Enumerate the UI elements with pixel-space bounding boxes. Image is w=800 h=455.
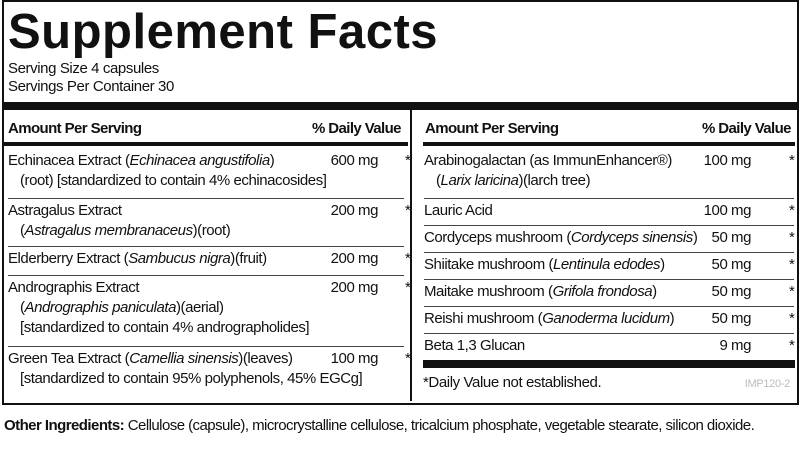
- footnote: *Daily Value not established.: [423, 374, 602, 391]
- row-divider: [8, 275, 404, 276]
- row-divider: [424, 333, 794, 334]
- ingredient-amount: 200 mg: [330, 202, 379, 219]
- ingredient-row: Lauric Acid 100 mg *: [424, 201, 795, 221]
- daily-value: *: [789, 202, 795, 219]
- daily-value: *: [405, 250, 411, 267]
- ingredient-detail: (root) [standardized to contain 4% echin…: [20, 172, 327, 189]
- daily-value: *: [405, 152, 411, 169]
- ingredient-row: Echinacea Extract (Echinacea angustifoli…: [8, 151, 411, 191]
- ingredient-name: Maitake mushroom (Grifola frondosa): [424, 283, 657, 300]
- ingredient-name: Reishi mushroom (Ganoderma lucidum): [424, 310, 675, 327]
- row-divider: [8, 246, 404, 247]
- ingredient-detail: [standardized to contain 4% andrographol…: [20, 319, 310, 336]
- row-divider: [424, 306, 794, 307]
- row-divider: [424, 279, 794, 280]
- other-ingredients-text: Cellulose (capsule), microcrystalline ce…: [124, 417, 755, 434]
- daily-value: *: [789, 229, 795, 246]
- ingredient-name: Arabinogalactan (as ImmunEnhancer®): [424, 152, 672, 169]
- daily-value: *: [405, 279, 411, 296]
- row-divider: [424, 252, 794, 253]
- thick-divider: [4, 102, 797, 110]
- ingredient-row: Maitake mushroom (Grifola frondosa) 50 mg…: [424, 282, 795, 302]
- daily-value: *: [789, 283, 795, 300]
- panel-title: Supplement Facts: [8, 5, 439, 59]
- ingredient-row: Shiitake mushroom (Lentinula edodes) 50 m…: [424, 255, 795, 275]
- daily-value: *: [789, 310, 795, 327]
- daily-value: *: [789, 337, 795, 354]
- serving-size: Serving Size 4 capsules: [8, 60, 159, 77]
- ingredient-name: Lauric Acid: [424, 202, 493, 219]
- ingredient-amount: 50 mg: [711, 310, 752, 327]
- column-divider: [410, 110, 412, 401]
- ingredient-amount: 200 mg: [330, 279, 379, 296]
- ingredient-name: Andrographis Extract: [8, 279, 140, 296]
- ingredient-detail: [standardized to contain 95% polyphenols…: [20, 370, 363, 387]
- ingredient-row: Elderberry Extract (Sambucus nigra)(frui…: [8, 249, 411, 269]
- header-divider-left: [4, 142, 408, 146]
- ingredient-row: Beta 1,3 Glucan 9 mg *: [424, 336, 795, 356]
- ingredient-amount: 100 mg: [703, 202, 752, 219]
- row-divider: [424, 225, 794, 226]
- ingredient-row: Astragalus Extract (Astragalus membranace…: [8, 201, 411, 241]
- ingredient-row: Cordyceps mushroom (Cordyceps sinensis) 5…: [424, 228, 795, 248]
- row-divider: [8, 346, 404, 347]
- ingredient-name: Shiitake mushroom (Lentinula edodes): [424, 256, 665, 273]
- row-divider: [8, 198, 404, 199]
- row-divider: [424, 198, 794, 199]
- right-header-amount: Amount Per Serving: [425, 120, 559, 137]
- ingredient-amount: 50 mg: [711, 283, 752, 300]
- header-divider-right: [423, 142, 795, 146]
- ingredient-detail: (Larix laricina)(larch tree): [436, 172, 591, 189]
- left-header-dv: % Daily Value: [312, 120, 402, 137]
- ingredient-amount: 600 mg: [330, 152, 379, 169]
- daily-value: *: [789, 152, 795, 169]
- daily-value: *: [405, 202, 411, 219]
- ingredient-amount: 200 mg: [330, 250, 379, 267]
- product-code: IMP120-2: [744, 378, 791, 390]
- ingredient-name: Beta 1,3 Glucan: [424, 337, 525, 354]
- ingredient-detail: (Astragalus membranaceus)(root): [20, 222, 231, 239]
- ingredient-detail: (Andrographis paniculata)(aerial): [20, 299, 224, 316]
- ingredient-name: Echinacea Extract (Echinacea angustifoli…: [8, 152, 275, 169]
- ingredient-amount: 100 mg: [330, 350, 379, 367]
- ingredient-row: Andrographis Extract (Andrographis panicu…: [8, 278, 411, 338]
- daily-value: *: [789, 256, 795, 273]
- daily-value: *: [405, 350, 411, 367]
- ingredient-name: Elderberry Extract (Sambucus nigra)(frui…: [8, 250, 267, 267]
- ingredient-amount: 100 mg: [703, 152, 752, 169]
- ingredient-name: Astragalus Extract: [8, 202, 122, 219]
- ingredient-row: Arabinogalactan (as ImmunEnhancer®) (Lari…: [424, 151, 795, 191]
- right-header-dv: % Daily Value: [702, 120, 792, 137]
- other-ingredients: Other Ingredients: Cellulose (capsule), …: [4, 417, 755, 434]
- footnote-divider: [423, 360, 795, 368]
- other-ingredients-label: Other Ingredients:: [4, 417, 125, 434]
- ingredient-amount: 50 mg: [711, 256, 752, 273]
- ingredient-row: Reishi mushroom (Ganoderma lucidum) 50 mg…: [424, 309, 795, 329]
- ingredient-name: Cordyceps mushroom (Cordyceps sinensis): [424, 229, 698, 246]
- ingredient-row: Green Tea Extract (Camellia sinensis)(le…: [8, 349, 411, 389]
- servings-per-container: Servings Per Container 30: [8, 78, 174, 95]
- ingredient-name: Green Tea Extract (Camellia sinensis)(le…: [8, 350, 293, 367]
- ingredient-amount: 9 mg: [719, 337, 751, 354]
- left-header-amount: Amount Per Serving: [8, 120, 142, 137]
- supplement-facts-panel: [2, 0, 799, 405]
- ingredient-amount: 50 mg: [711, 229, 752, 246]
